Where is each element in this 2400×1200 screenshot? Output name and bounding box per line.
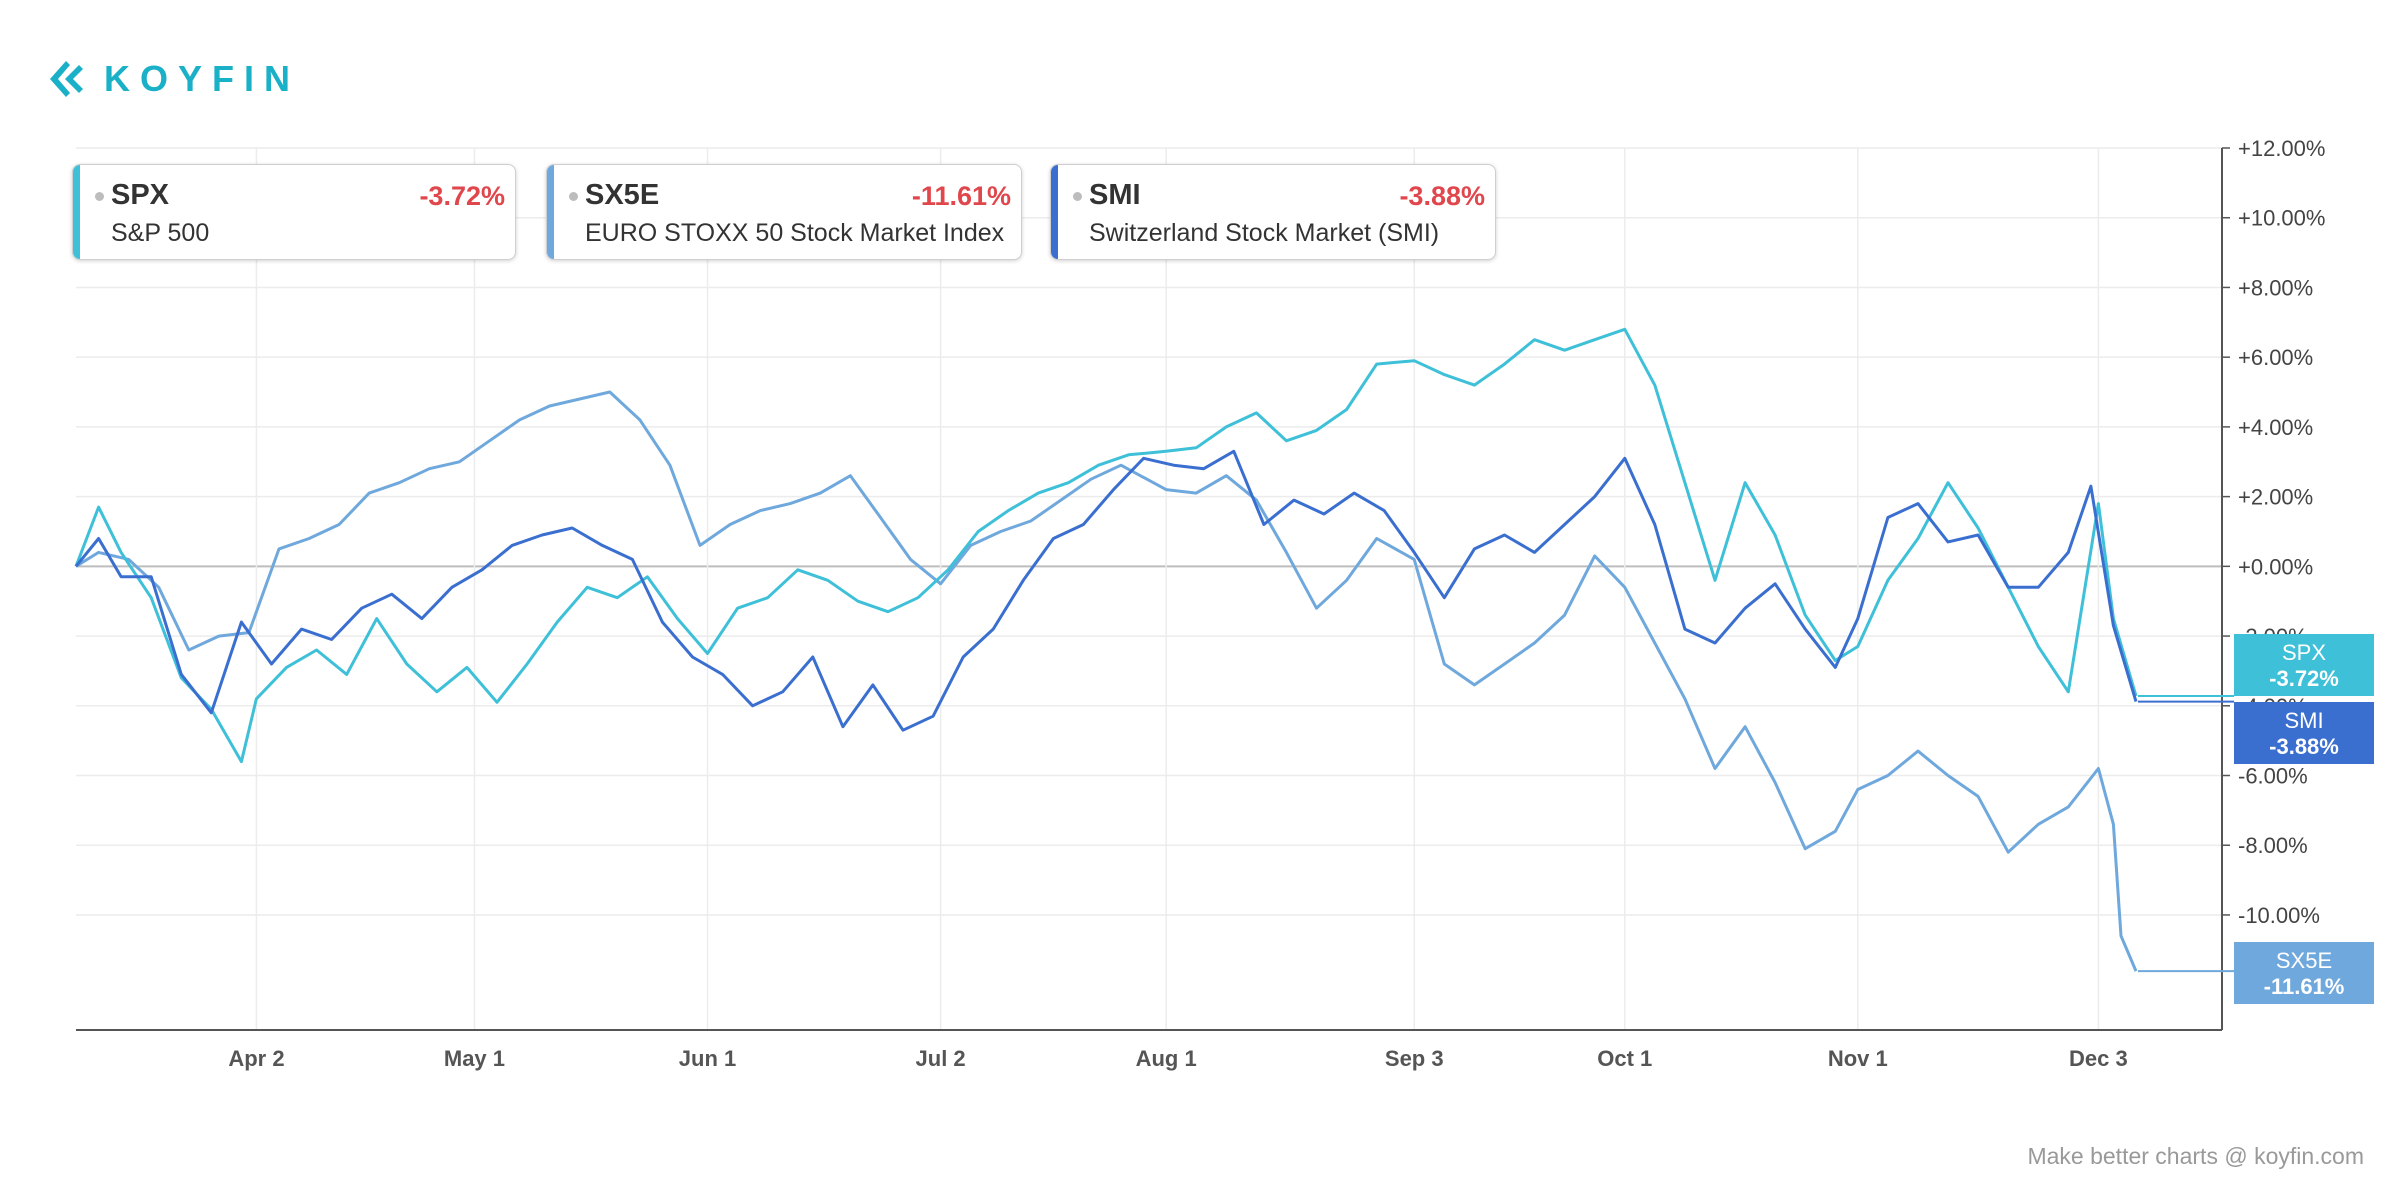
last-value-ticker: SX5E — [2276, 948, 2332, 973]
x-tick-label: Sep 3 — [1385, 1046, 1444, 1071]
y-tick-label: +12.00% — [2238, 136, 2325, 161]
last-value-tag — [2234, 942, 2374, 1004]
x-tick-label: Oct 1 — [1597, 1046, 1652, 1071]
last-value-ticker: SPX — [2282, 640, 2326, 665]
last-value-label: -3.72% — [2269, 666, 2339, 691]
y-tick-label: -8.00% — [2238, 833, 2308, 858]
y-tick-label: -6.00% — [2238, 764, 2308, 789]
legend-change: -3.72% — [419, 181, 505, 211]
x-tick-label: Dec 3 — [2069, 1046, 2128, 1071]
y-tick-label: +4.00% — [2238, 415, 2313, 440]
brand-name: KOYFIN — [104, 58, 301, 99]
legend-card-sx5e[interactable]: SX5E -11.61% EURO STOXX 50 Stock Market … — [546, 164, 1022, 260]
y-tick-label: -10.00% — [2238, 903, 2320, 928]
legend-ticker: SX5E — [585, 179, 660, 211]
y-tick-label: +0.00% — [2238, 554, 2313, 579]
y-tick-label: +10.00% — [2238, 206, 2325, 231]
legend-card-spx[interactable]: SPX -3.72% S&P 500 — [72, 164, 516, 260]
koyfin-logo[interactable]: KOYFIN — [48, 58, 300, 100]
x-tick-label: Aug 1 — [1136, 1046, 1197, 1071]
series-line-sx5e[interactable] — [75, 390, 2138, 972]
series-line-spx[interactable] — [74, 327, 2138, 764]
legend-color-bar — [73, 165, 80, 259]
y-tick-label: +8.00% — [2238, 275, 2313, 300]
legend-name: EURO STOXX 50 Stock Market Index — [585, 219, 1005, 247]
last-value-tag — [2234, 702, 2374, 764]
legend-dot — [569, 192, 578, 201]
last-value-label: -3.88% — [2269, 734, 2339, 759]
x-tick-label: May 1 — [444, 1046, 505, 1071]
series-line-smi[interactable] — [74, 449, 2138, 732]
legend-change: -11.61% — [911, 181, 1011, 211]
legend-color-bar — [547, 165, 554, 259]
legend-name: S&P 500 — [111, 219, 210, 247]
y-tick-label: +6.00% — [2238, 345, 2313, 370]
x-tick-label: Nov 1 — [1828, 1046, 1888, 1071]
last-value-label: -11.61% — [2264, 974, 2345, 999]
legend-name: Switzerland Stock Market (SMI) — [1089, 219, 1440, 247]
legend-card-smi[interactable]: SMI -3.88% Switzerland Stock Market (SMI… — [1050, 164, 1496, 260]
legend-dot — [95, 192, 104, 201]
x-tick-label: Jun 1 — [679, 1046, 736, 1071]
legend-color-bar — [1051, 165, 1058, 259]
legend-dot — [1073, 192, 1082, 201]
legend-ticker: SPX — [111, 179, 170, 211]
koyfin-logo-icon — [50, 61, 83, 97]
legend-ticker: SMI — [1089, 179, 1141, 211]
legend-change: -3.88% — [1399, 181, 1485, 211]
x-tick-label: Jul 2 — [916, 1046, 966, 1071]
y-tick-label: +2.00% — [2238, 485, 2313, 510]
x-tick-label: Apr 2 — [228, 1046, 284, 1071]
footer-credit[interactable]: Make better charts @ koyfin.com — [2027, 1143, 2364, 1169]
last-value-tag — [2234, 634, 2374, 696]
last-value-ticker: SMI — [2284, 708, 2323, 733]
